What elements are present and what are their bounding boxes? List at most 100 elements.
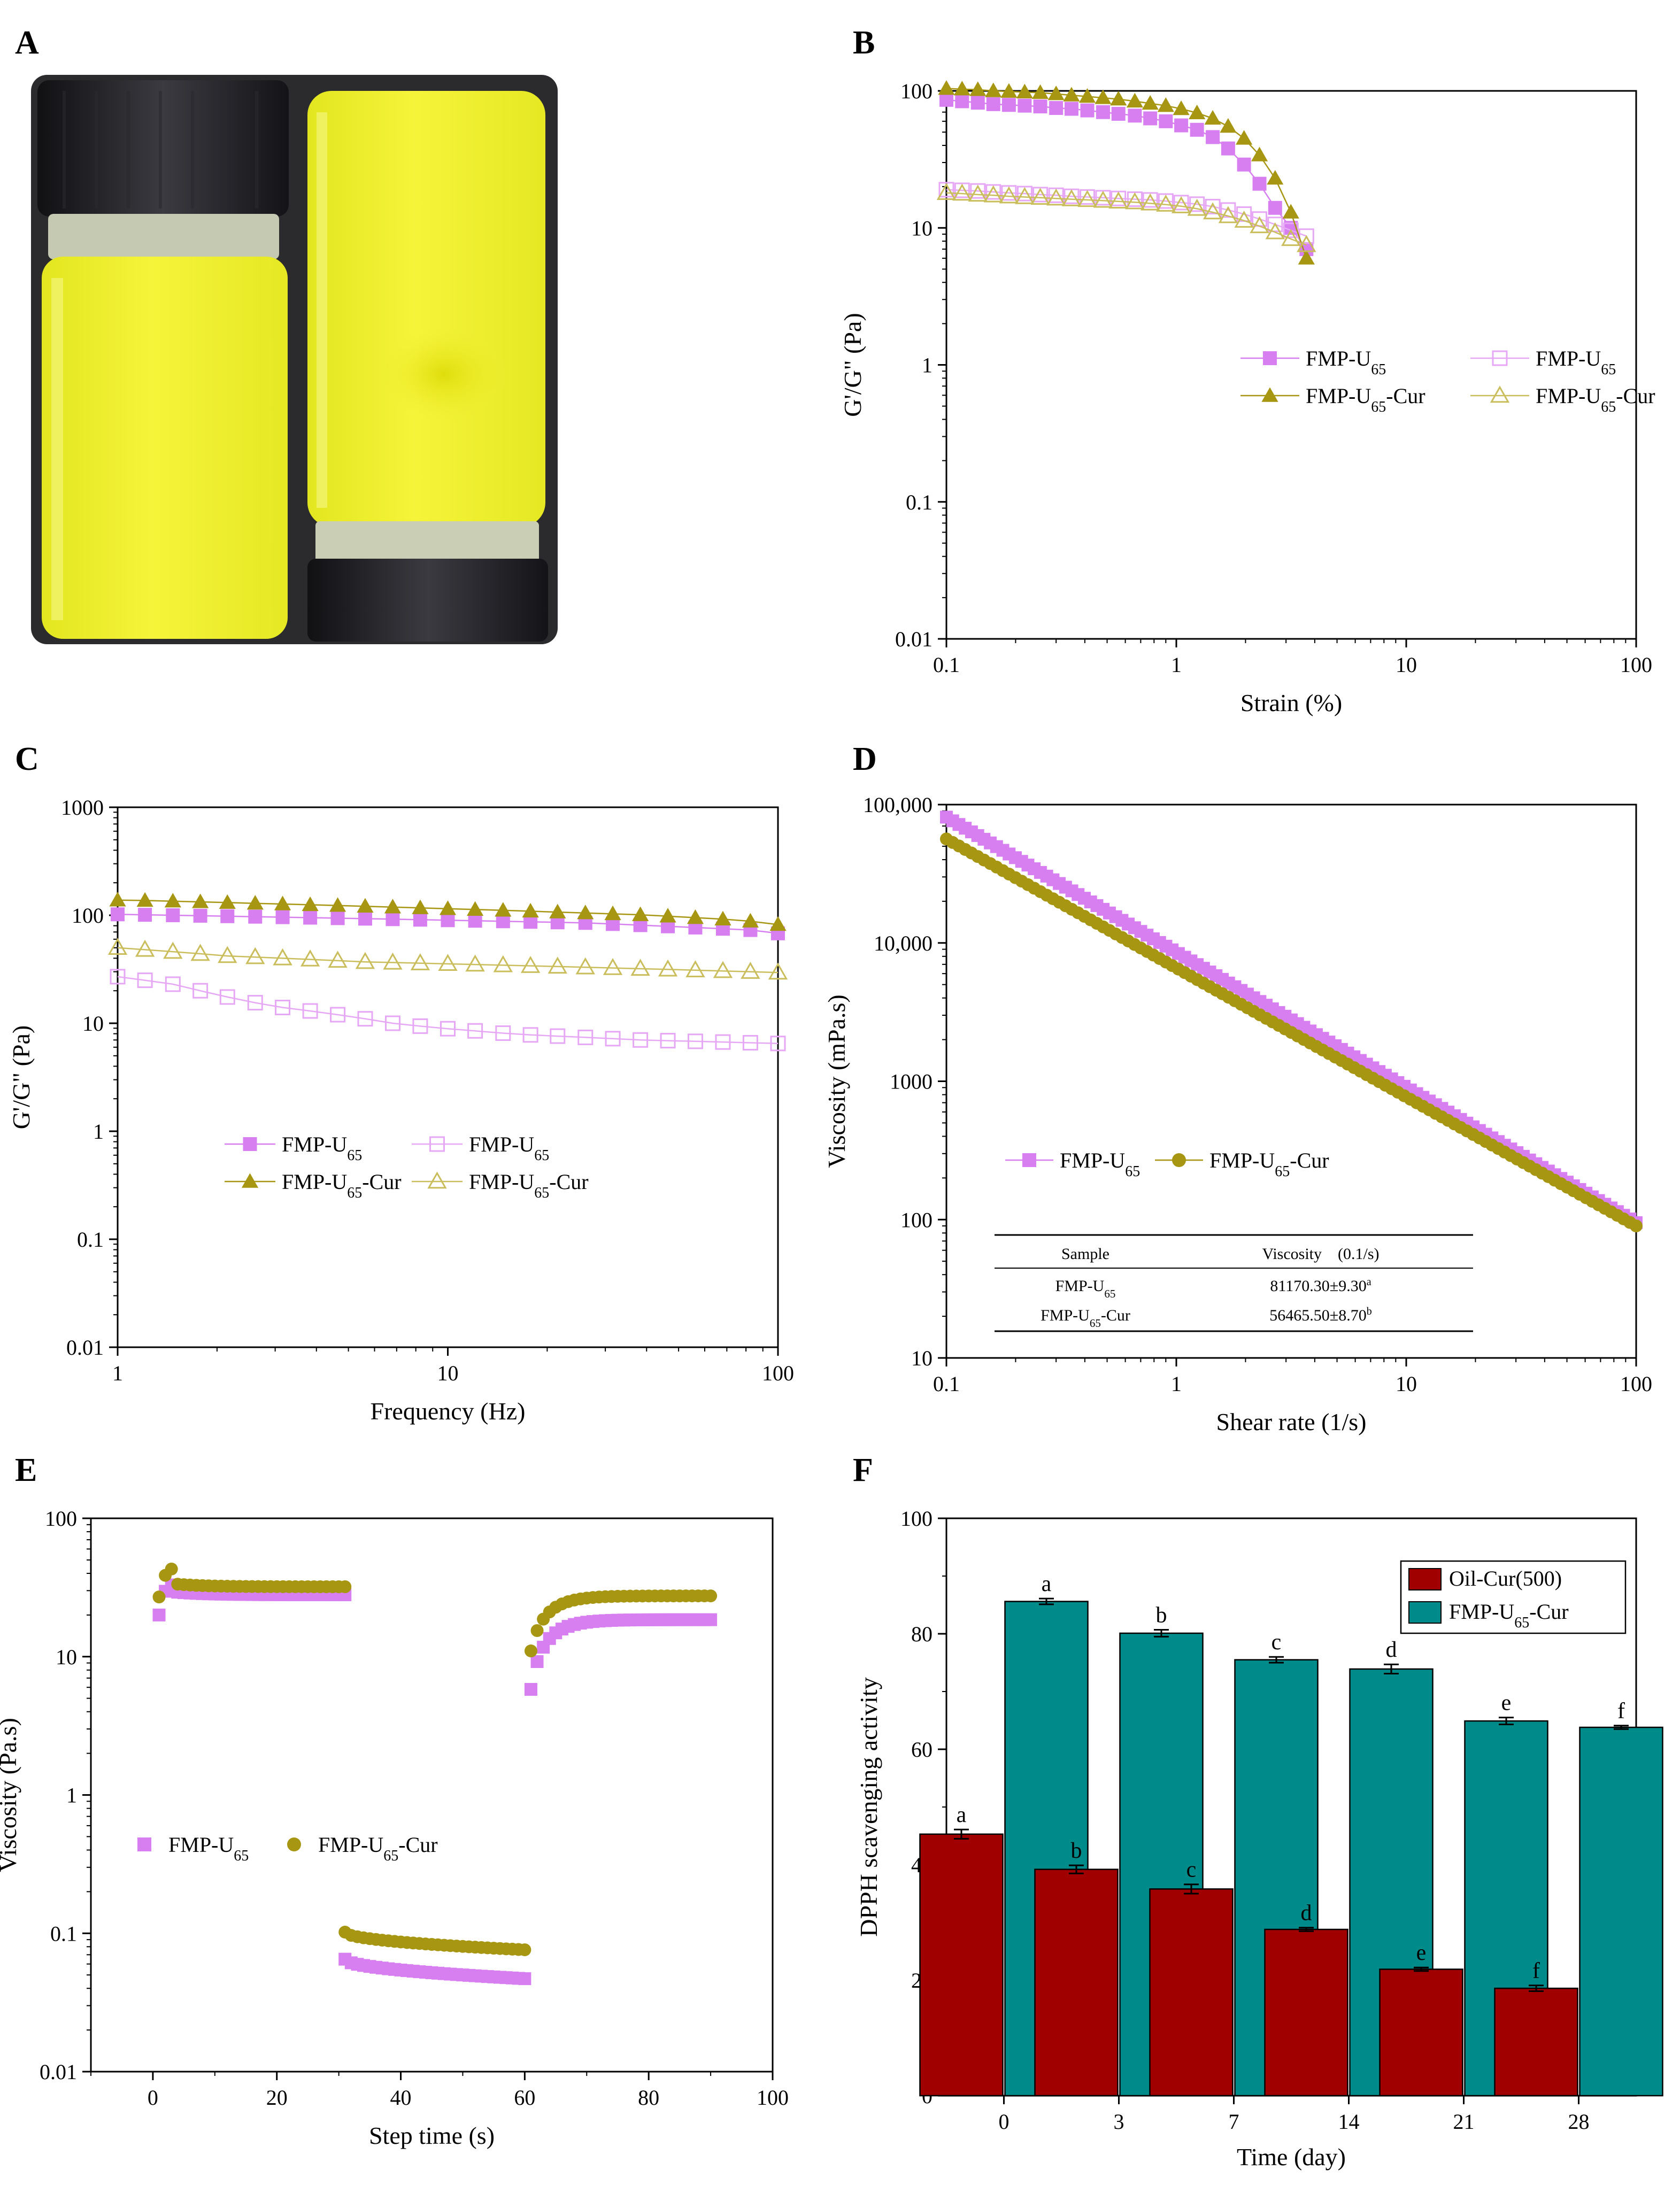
legend-marker — [429, 1136, 445, 1152]
data-point — [713, 961, 733, 978]
y-tick-label: 0.1 — [50, 1921, 77, 1945]
data-point — [495, 902, 512, 917]
legend-label: FMP-U65 — [469, 1132, 549, 1164]
axes-frame — [117, 806, 779, 1348]
data-point — [985, 82, 1002, 97]
legend-label: FMP-U65-Cur — [1306, 384, 1425, 415]
x-tick-label: 0 — [148, 2086, 158, 2110]
x-axis-label: Time (day) — [1237, 2143, 1346, 2171]
vial-left-neck — [48, 214, 279, 259]
panel-label-d: D — [853, 741, 877, 777]
data-point — [1220, 118, 1237, 133]
series-line — [946, 192, 1307, 246]
data-point — [302, 1003, 318, 1019]
data-point — [330, 1007, 346, 1023]
legend-marker — [137, 1837, 151, 1851]
table-cell-sample: FMP-U65-Cur — [1041, 1307, 1130, 1330]
data-point — [1206, 130, 1220, 144]
data-point — [163, 941, 183, 959]
data-point — [220, 909, 235, 923]
data-point — [955, 94, 969, 109]
series — [936, 183, 1316, 252]
data-point — [1000, 83, 1018, 98]
label-main: FMP-U — [469, 1170, 534, 1194]
label-suffix: -Cur — [362, 1170, 401, 1194]
data-point — [495, 1025, 511, 1041]
data-point — [938, 80, 955, 95]
data-point — [983, 185, 1003, 203]
bar — [919, 1833, 1004, 2097]
data-point — [768, 962, 788, 980]
data-point — [412, 1018, 428, 1034]
cell-superscript: a — [1367, 1276, 1371, 1288]
table-cell-viscosity: 56465.50±8.70b — [1269, 1306, 1371, 1324]
data-point — [520, 956, 541, 973]
data-point — [1001, 185, 1017, 201]
label-main: FMP-U — [1536, 346, 1601, 370]
y-tick-label: 0.01 — [895, 627, 933, 651]
label-main: FMP-U — [282, 1132, 347, 1156]
data-point — [1126, 92, 1144, 108]
significance-letter: b — [1071, 1839, 1082, 1863]
data-point — [687, 909, 704, 924]
y-axis-label: DPPH scavenging activity — [855, 1677, 882, 1937]
chart-d-flow-curve: 10 100 1000 10,000 100,000 0.1 1 10 100 Shear rat… — [823, 793, 1652, 1435]
y-tick-label: 0.01 — [66, 1335, 104, 1360]
x-tick-label: 80 — [638, 2086, 659, 2110]
axes-frame — [945, 90, 1637, 640]
y-tick-label: 10 — [911, 1346, 933, 1370]
data-point — [1143, 111, 1158, 126]
legend-entry: FMP-U65 — [1005, 1148, 1140, 1180]
y-tick-label: 10 — [56, 1645, 77, 1669]
legend-entry: FMP-U65 — [137, 1833, 249, 1864]
series — [109, 892, 787, 931]
data-point — [1251, 146, 1268, 161]
data-point — [1234, 211, 1254, 228]
legend: Oil-Cur(500) FMP-U65-Cur — [1400, 1560, 1627, 1634]
data-point — [355, 952, 375, 969]
significance-letter: e — [1501, 1691, 1512, 1716]
data-point — [219, 989, 235, 1005]
legend-entry: FMP-U65-Cur — [1470, 384, 1655, 415]
data-point — [1046, 188, 1066, 206]
data-point — [970, 96, 985, 110]
cell-superscript: b — [1367, 1306, 1372, 1317]
panel-label-e: E — [15, 1452, 37, 1488]
series — [940, 832, 1643, 1233]
label-suffix: -Cur — [1386, 384, 1425, 408]
y-axis-label: G'/G" (Pa) — [839, 313, 866, 416]
data-point — [412, 899, 429, 914]
data-point — [659, 908, 676, 923]
x-axis-label: Frequency (Hz) — [371, 1397, 526, 1425]
legend-label: FMP-U65 — [168, 1833, 249, 1864]
label-suffix: -Cur — [1290, 1148, 1329, 1172]
data-point — [384, 899, 402, 914]
data-point — [1001, 98, 1016, 112]
legend-label: Oil-Cur(500) — [1449, 1566, 1562, 1590]
legend-label: FMP-U65-Cur — [318, 1833, 438, 1864]
significance-letter: b — [1156, 1603, 1167, 1627]
data-point — [358, 912, 372, 926]
data-point — [247, 995, 263, 1011]
panel-label-b: B — [853, 25, 875, 61]
data-point — [166, 908, 180, 922]
data-point — [530, 1624, 544, 1638]
chart-f-dpph-bars: 0204060801000aa3bb7cc14dd21ee28ffTime (d… — [855, 1507, 1663, 2171]
label-main: FMP-U — [1060, 1148, 1125, 1172]
data-point — [1030, 188, 1050, 205]
label-subscript: 65 — [347, 1147, 362, 1164]
data-point — [742, 913, 759, 928]
data-point — [1108, 191, 1128, 209]
y-tick-label: 100 — [45, 1507, 77, 1531]
data-point — [1110, 90, 1127, 106]
x-tick-label: 7 — [1229, 2110, 1239, 2134]
label-subscript: 65 — [383, 1848, 398, 1864]
x-tick-label: 100 — [762, 1361, 794, 1385]
axes-frame — [945, 804, 1637, 1359]
significance-letter: f — [1617, 1699, 1625, 1724]
data-point — [300, 949, 320, 967]
label-main: FMP-U — [1536, 384, 1601, 408]
data-point — [741, 961, 760, 979]
